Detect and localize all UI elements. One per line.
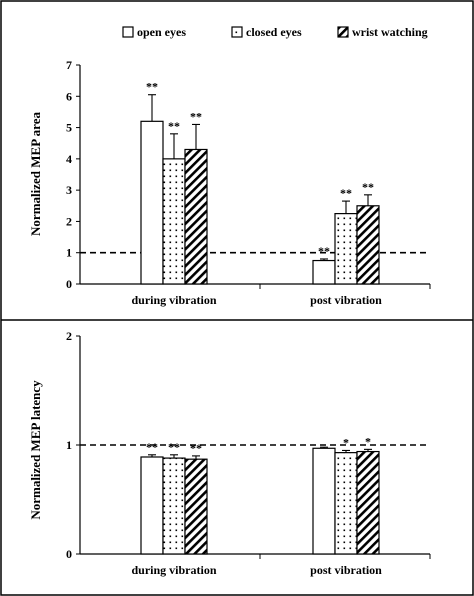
- y-tick-label: 2: [66, 329, 72, 343]
- bar-closed-eyes-post-vibration: [334, 213, 358, 285]
- bar-wrist-watching-during-vibration: [184, 148, 208, 285]
- legend: open eyes closed eyes wrist watching: [122, 25, 428, 39]
- chart-mep-area: Normalized MEP area 0 1 2 3 4 5 6 7 ** ** ** during…: [28, 58, 431, 307]
- y-tick-label: 0: [66, 547, 72, 561]
- bar-closed-eyes-during-vibration: [162, 158, 186, 285]
- bar-open-eyes-post-vibration: [312, 259, 336, 285]
- y-axis-label-area: Normalized MEP area: [28, 112, 43, 236]
- significance-marker: **: [318, 244, 330, 258]
- bar-open-eyes-post-vibration: [312, 447, 336, 555]
- legend-item-open-eyes: open eyes: [122, 25, 186, 39]
- bar-open-eyes-during-vibration: [140, 456, 164, 555]
- significance-marker: *: [343, 435, 349, 449]
- bar-open-eyes-during-vibration: [140, 120, 164, 285]
- y-tick-label: 6: [66, 89, 72, 103]
- bar-closed-eyes-post-vibration: [334, 452, 358, 555]
- significance-marker: **: [168, 119, 180, 133]
- legend-item-wrist-watching: wrist watching: [337, 25, 428, 39]
- significance-marker: **: [190, 109, 202, 123]
- legend-swatch-open-eyes: [122, 26, 134, 38]
- y-tick-label: 1: [66, 438, 72, 452]
- y-axis-label-latency: Normalized MEP latency: [28, 380, 43, 520]
- x-category-label-during-vibration: during vibration: [131, 563, 216, 577]
- x-category-label-post-vibration: post vibration: [310, 563, 382, 577]
- legend-label-wrist-watching: wrist watching: [352, 25, 428, 39]
- bar-wrist-watching-during-vibration: [184, 458, 208, 555]
- significance-marker: *: [365, 434, 371, 448]
- chart-mep-latency: Normalized MEP latency 012** ** **during v…: [28, 329, 431, 577]
- y-tick-label: 5: [66, 121, 72, 135]
- y-tick-label: 2: [66, 214, 72, 228]
- y-tick-label: 1: [66, 246, 72, 260]
- bar-closed-eyes-during-vibration: [162, 457, 186, 555]
- significance-marker: **: [362, 180, 374, 194]
- significance-marker: **: [146, 440, 158, 454]
- plot-area-mep-area: 0 1 2 3 4 5 6 7 ** ** ** during vibration ** ** ** post…: [66, 58, 431, 307]
- plot-area-mep-latency: 012** ** **during vibration* *post vibratio…: [66, 329, 431, 577]
- y-tick-label: 3: [66, 183, 72, 197]
- y-tick-label: 7: [66, 58, 72, 72]
- legend-label-open-eyes: open eyes: [137, 25, 186, 39]
- legend-label-closed-eyes: closed eyes: [246, 25, 302, 39]
- legend-swatch-closed-eyes: [231, 26, 243, 38]
- significance-marker: **: [146, 80, 158, 94]
- significance-marker: **: [340, 186, 352, 200]
- significance-marker: **: [168, 440, 180, 454]
- bar-wrist-watching-post-vibration: [356, 205, 380, 285]
- y-tick-label: 0: [66, 277, 72, 291]
- y-tick-label: 4: [66, 152, 72, 166]
- x-category-label-during-vibration: during vibration: [131, 293, 216, 307]
- bar-wrist-watching-post-vibration: [356, 450, 380, 555]
- x-category-label-post-vibration: post vibration: [310, 293, 382, 307]
- legend-item-closed-eyes: closed eyes: [231, 25, 302, 39]
- legend-swatch-wrist-watching: [337, 26, 349, 38]
- significance-marker: **: [190, 441, 202, 455]
